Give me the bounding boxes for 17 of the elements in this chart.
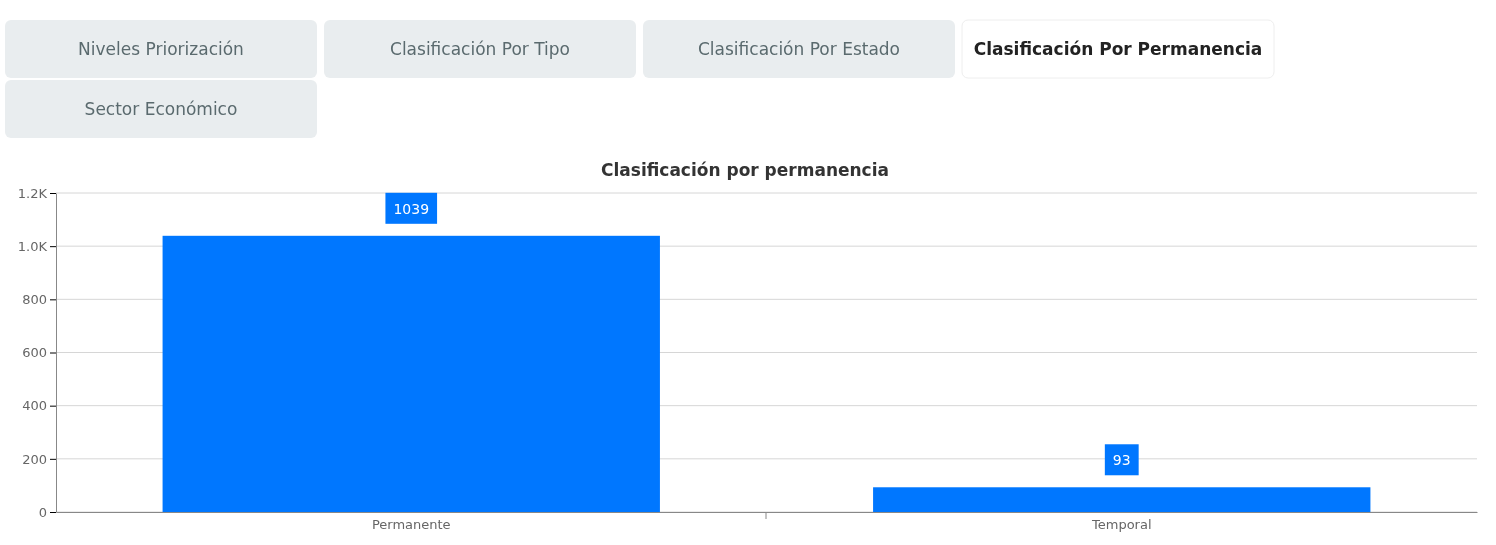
tab: Niveles Priorización — [5, 20, 317, 78]
tab: Sector Económico — [5, 80, 317, 138]
data-label: 1039 — [393, 200, 430, 217]
y-tick-label: 400 — [22, 398, 47, 414]
y-tick-label: 600 — [22, 345, 47, 361]
tab: Clasificación Por Permanencia — [961, 19, 1275, 79]
y-tick-label: 200 — [22, 451, 47, 467]
data-label: 93 — [1112, 452, 1131, 469]
chart-title: Clasificación por permanencia — [600, 160, 890, 180]
y-tick-label: 800 — [22, 291, 47, 307]
y-tick-label: 1.2K — [17, 185, 48, 201]
y-tick-label: 0 — [38, 504, 47, 520]
tab: Clasificación Por Estado — [643, 20, 955, 78]
y-tick-label: 1.0K — [17, 238, 48, 254]
x-tick-label: Temporal — [1090, 517, 1152, 533]
x-tick-label: Permanente — [371, 517, 451, 533]
tab: Clasificación Por Tipo — [324, 20, 636, 78]
